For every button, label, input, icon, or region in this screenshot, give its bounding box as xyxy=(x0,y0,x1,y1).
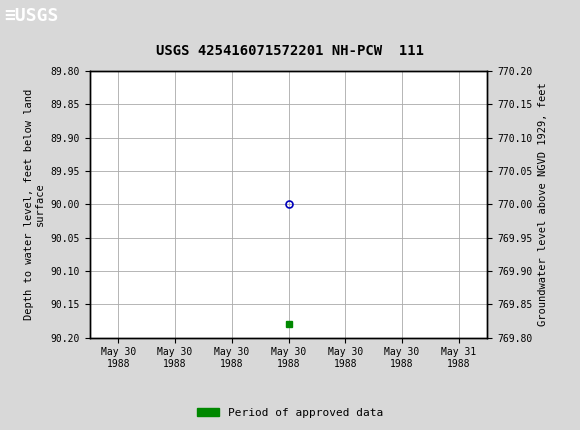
Text: USGS 425416071572201 NH-PCW  111: USGS 425416071572201 NH-PCW 111 xyxy=(156,44,424,58)
Text: ≡USGS: ≡USGS xyxy=(5,7,59,25)
Y-axis label: Depth to water level, feet below land
surface: Depth to water level, feet below land su… xyxy=(24,89,45,320)
Y-axis label: Groundwater level above NGVD 1929, feet: Groundwater level above NGVD 1929, feet xyxy=(538,83,548,326)
Legend: Period of approved data: Period of approved data xyxy=(193,403,387,422)
